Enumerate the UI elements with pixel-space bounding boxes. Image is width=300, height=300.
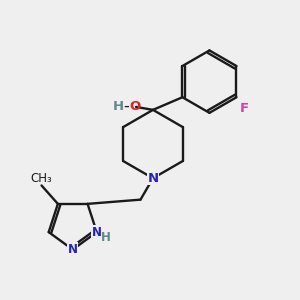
Text: N: N <box>92 226 102 238</box>
Text: F: F <box>240 102 249 115</box>
Text: O: O <box>129 100 140 113</box>
Text: H: H <box>112 100 124 113</box>
Text: CH₃: CH₃ <box>31 172 52 184</box>
Text: N: N <box>68 243 78 256</box>
Text: H: H <box>101 231 111 244</box>
Text: -: - <box>123 99 129 114</box>
Text: N: N <box>147 172 158 185</box>
